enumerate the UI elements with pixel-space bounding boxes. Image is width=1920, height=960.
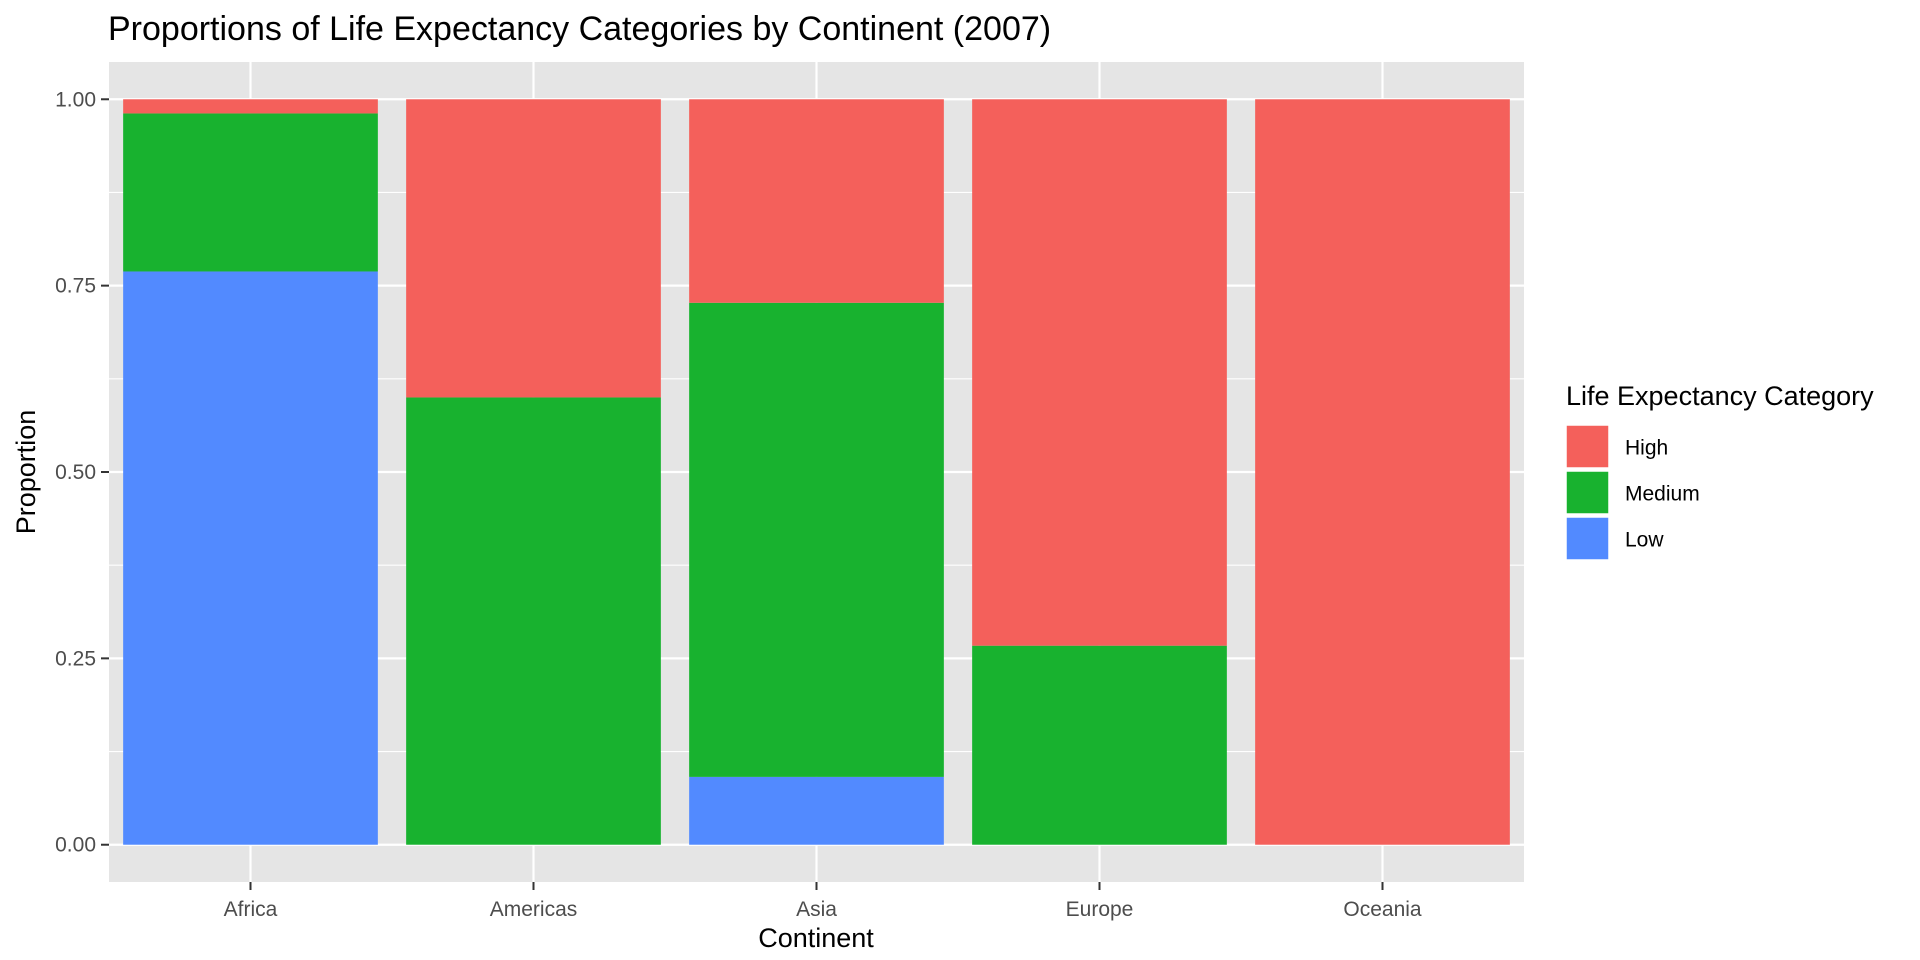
y-tick-label: 0.75: [55, 275, 96, 298]
bar-asia-high: [689, 99, 944, 303]
y-tick-label: 1.00: [55, 88, 96, 111]
legend-title: Life Expectancy Category: [1566, 381, 1874, 411]
y-tick-label: 0.25: [55, 647, 96, 670]
bar-asia-medium: [689, 302, 944, 777]
bar-americas-high: [406, 99, 661, 398]
x-axis-title: Continent: [758, 923, 874, 953]
legend-label-low: Low: [1625, 529, 1664, 552]
x-tick-label-oceania: Oceania: [1343, 898, 1422, 921]
bar-americas-medium: [406, 397, 661, 845]
legend-key-medium: [1565, 470, 1610, 515]
x-axis: Africa Americas Asia Europe Oceania: [224, 882, 1422, 921]
bar-europe-high: [972, 99, 1227, 646]
bar-africa-high: [123, 99, 378, 114]
legend: Life Expectancy Category High Medium Low: [1565, 381, 1874, 561]
x-tick-label-europe: Europe: [1066, 898, 1134, 921]
legend-label-medium: Medium: [1625, 483, 1700, 506]
x-tick-label-asia: Asia: [796, 898, 837, 921]
y-tick-label: 0.50: [55, 461, 96, 484]
bar-africa-low: [123, 271, 378, 845]
bar-asia-low: [689, 776, 944, 845]
y-tick-label: 0.00: [55, 834, 96, 857]
y-axis: 0.00 0.25 0.50 0.75 1.00: [55, 88, 109, 857]
legend-key-high: [1565, 424, 1610, 469]
legend-key-low: [1565, 516, 1610, 561]
x-tick-label-africa: Africa: [224, 898, 278, 921]
legend-label-high: High: [1625, 437, 1668, 460]
y-axis-title: Proportion: [11, 410, 41, 535]
chart-title: Proportions of Life Expectancy Categorie…: [108, 10, 1051, 48]
bar-europe-medium: [972, 645, 1227, 845]
x-tick-label-americas: Americas: [490, 898, 578, 921]
bars: [123, 99, 1510, 845]
bar-africa-medium: [123, 113, 378, 272]
bar-oceania-high: [1255, 99, 1510, 845]
